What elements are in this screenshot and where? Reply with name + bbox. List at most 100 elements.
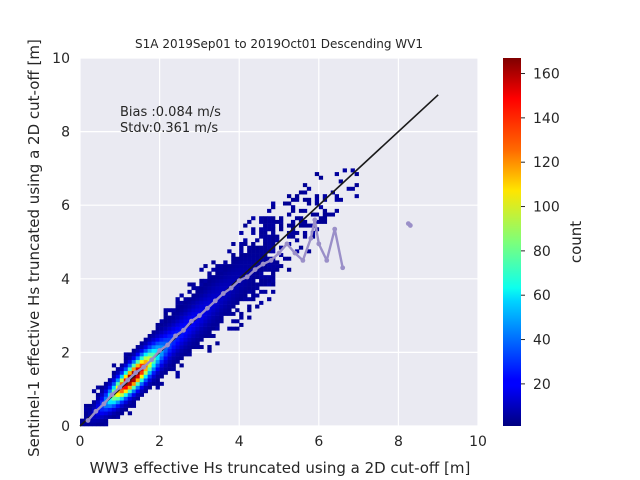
heatmap-cell <box>215 315 220 320</box>
heatmap-cell <box>235 289 240 294</box>
heatmap-cell <box>207 297 212 302</box>
heatmap-cell <box>267 256 272 261</box>
heatmap-cell <box>187 311 192 316</box>
heatmap-cell <box>199 297 204 302</box>
heatmap-cell <box>251 289 256 294</box>
heatmap-cell <box>83 403 89 408</box>
heatmap-cell <box>191 330 196 335</box>
heatmap-cell <box>107 414 113 419</box>
heatmap-cell <box>195 345 200 350</box>
heatmap-cell <box>207 275 212 280</box>
heatmap-cell <box>159 356 164 361</box>
heatmap-cell <box>119 411 125 416</box>
heatmap-cell <box>103 392 109 397</box>
density-heatmap <box>80 168 359 427</box>
y-tick-label: 2 <box>61 345 70 361</box>
heatmap-cell <box>251 256 256 261</box>
heatmap-cell <box>159 381 164 386</box>
heatmap-cell <box>207 278 212 283</box>
heatmap-cell <box>155 370 160 375</box>
heatmap-cell <box>263 227 268 232</box>
heatmap-cell <box>191 286 196 291</box>
heatmap-cell <box>259 275 264 280</box>
heatmap-cell <box>207 271 212 276</box>
heatmap-cell <box>199 300 204 305</box>
heatmap-cell <box>203 297 208 302</box>
heatmap-cell <box>183 315 188 320</box>
heatmap-cell <box>103 422 109 427</box>
heatmap-cell <box>279 253 284 258</box>
heatmap-cell <box>231 264 236 269</box>
heatmap-cell <box>219 297 224 302</box>
heatmap-cell <box>171 367 176 372</box>
heatmap-cell <box>330 212 336 217</box>
heatmap-cell <box>243 260 248 265</box>
heatmap-cell <box>179 315 184 320</box>
heatmap-cell <box>155 378 160 383</box>
heatmap-cell <box>318 205 324 210</box>
heatmap-cell <box>123 403 129 408</box>
heatmap-cell <box>131 356 137 361</box>
heatmap-cell <box>235 275 240 280</box>
heatmap-cell <box>239 282 244 287</box>
heatmap-cell <box>187 300 192 305</box>
heatmap-cell <box>286 267 292 272</box>
heatmap-cell <box>183 322 188 327</box>
heatmap-cell <box>107 411 113 416</box>
heatmap-cell <box>255 304 260 309</box>
heatmap-cell <box>163 330 168 335</box>
heatmap-cell <box>247 249 252 254</box>
heatmap-cell <box>354 194 359 199</box>
heatmap-cell <box>99 400 105 405</box>
heatmap-cell <box>243 223 248 228</box>
heatmap-cell <box>227 326 232 331</box>
heatmap-cell <box>139 374 144 379</box>
y-axis-label: Sentinel-1 effective Hs truncated using … <box>25 39 43 457</box>
heatmap-cell <box>231 293 236 298</box>
heatmap-cell <box>179 334 184 338</box>
heatmap-cell <box>199 345 204 350</box>
heatmap-cell <box>187 297 192 302</box>
heatmap-cell <box>215 322 220 327</box>
heatmap-cell <box>103 411 109 416</box>
heatmap-cell <box>342 168 347 173</box>
heatmap-cell <box>123 367 129 372</box>
heatmap-cell <box>199 326 204 331</box>
heatmap-cell <box>195 330 200 335</box>
heatmap-cell <box>298 223 304 228</box>
heatmap-cell <box>187 308 192 313</box>
heatmap-cell <box>211 322 216 327</box>
heatmap-cell <box>211 315 216 320</box>
heatmap-cell <box>334 208 339 213</box>
heatmap-cell <box>267 238 272 243</box>
heatmap-cell <box>143 341 148 346</box>
heatmap-cell <box>119 400 125 405</box>
heatmap-cell <box>251 242 256 246</box>
heatmap-cell <box>267 227 272 232</box>
chart-title: S1A 2019Sep01 to 2019Oct01 Descending WV… <box>135 37 423 51</box>
series-point <box>308 235 314 241</box>
heatmap-cell <box>167 367 172 372</box>
heatmap-cell <box>163 322 168 327</box>
heatmap-cell <box>243 242 248 246</box>
heatmap-cell <box>318 216 324 221</box>
heatmap-cell <box>306 223 312 228</box>
heatmap-cell <box>255 238 260 243</box>
heatmap-cell <box>263 219 268 224</box>
heatmap-cell <box>139 389 144 394</box>
heatmap-cell <box>119 389 125 394</box>
series-point <box>292 250 298 256</box>
heatmap-cell <box>139 352 144 357</box>
heatmap-cell <box>279 219 284 224</box>
heatmap-cell <box>203 289 208 294</box>
heatmap-cell <box>175 315 180 320</box>
heatmap-cell <box>95 422 101 427</box>
heatmap-cell <box>286 234 292 239</box>
heatmap-cell <box>171 330 176 335</box>
heatmap-cell <box>119 407 125 412</box>
heatmap-cell <box>219 282 224 287</box>
heatmap-cell <box>247 289 252 294</box>
heatmap-cell <box>294 216 300 221</box>
heatmap-cell <box>271 260 276 265</box>
heatmap-cell <box>314 197 320 202</box>
